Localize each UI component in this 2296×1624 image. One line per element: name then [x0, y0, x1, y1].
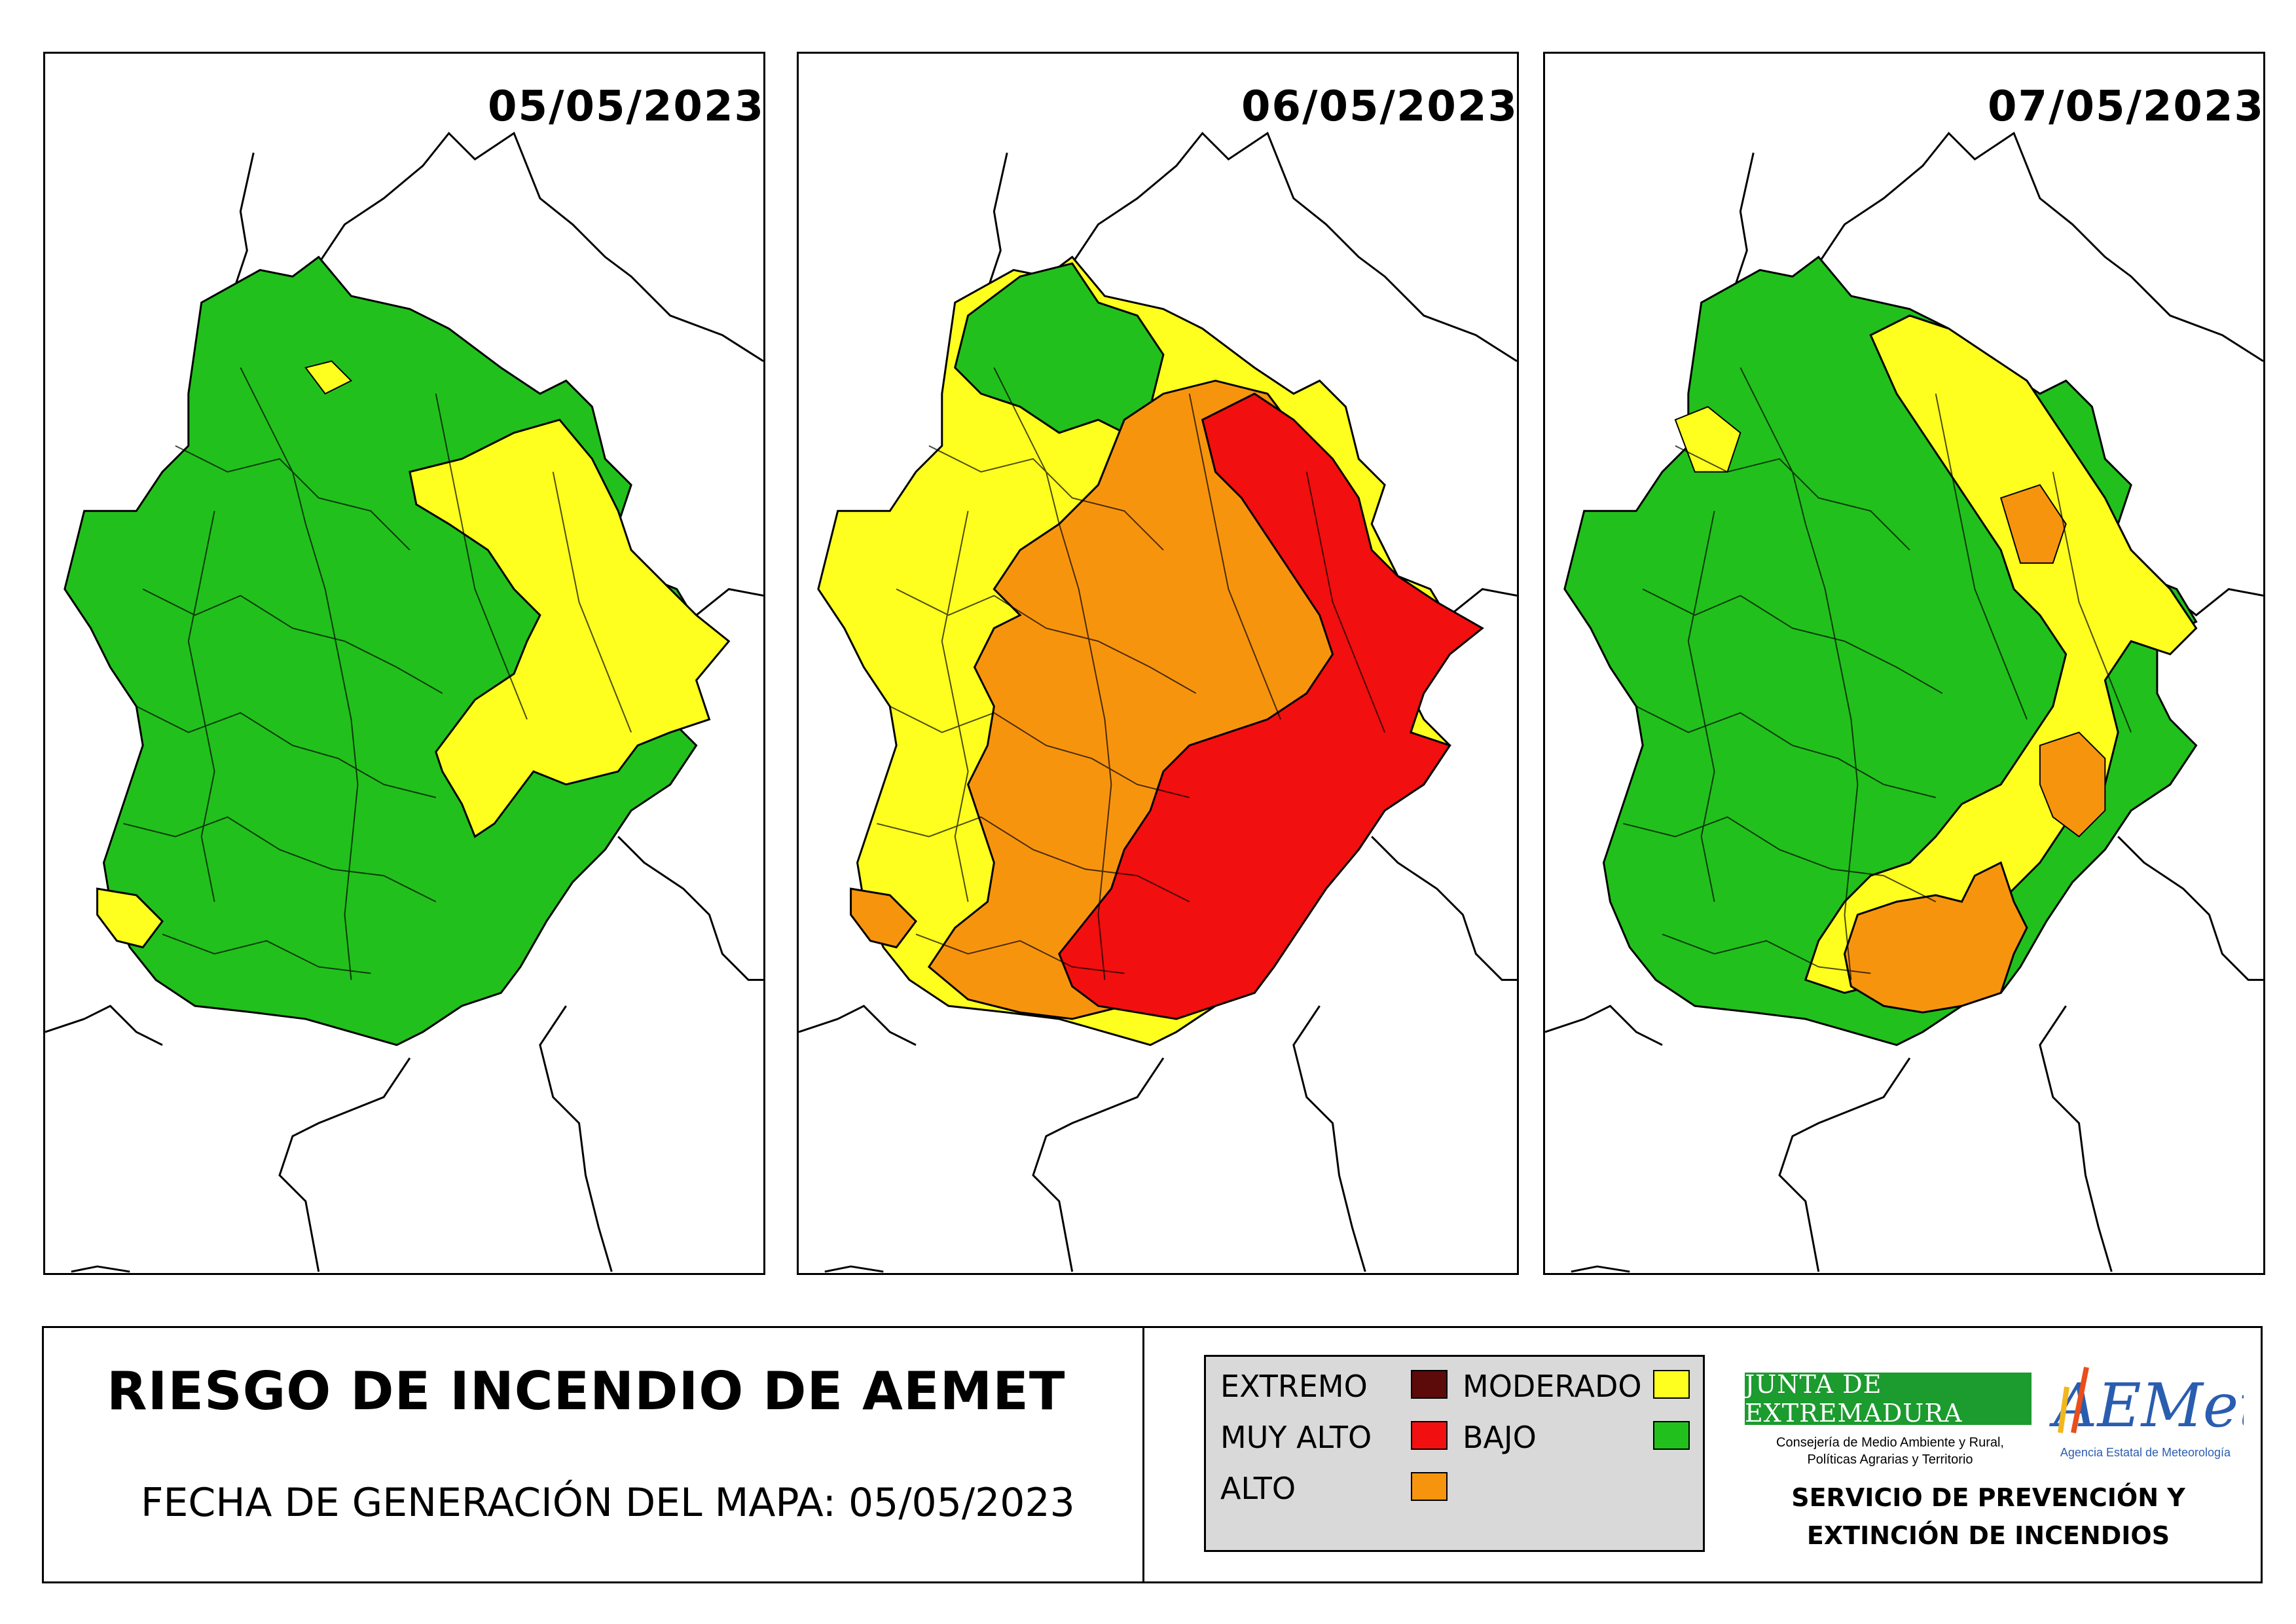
region-alto — [2039, 731, 2106, 838]
aemet-subtitle: Agencia Estatal de Meteorología — [2060, 1446, 2231, 1459]
region-moderado — [1674, 406, 1741, 473]
border-line — [1071, 132, 1517, 362]
legend-label-bajo: BAJO — [1463, 1420, 1537, 1455]
legend-label-alto: ALTO — [1220, 1471, 1296, 1506]
logos: JUNTA DE EXTREMADURA Consejería de Medio… — [1740, 1348, 2244, 1570]
border-line — [1817, 132, 2263, 362]
border-line — [2039, 1005, 2113, 1272]
service-line2: EXTINCIÓN DE INCENDIOS — [1806, 1521, 2170, 1550]
generation-date: FECHA DE GENERACIÓN DEL MAPA: 05/05/2023 — [141, 1480, 1075, 1526]
service-line1: SERVICIO DE PREVENCIÓN Y — [1791, 1483, 2185, 1512]
border-line — [1571, 1265, 1630, 1273]
legend-label-muy-alto: MUY ALTO — [1220, 1420, 1372, 1455]
legend-swatch-bajo — [1653, 1421, 1690, 1450]
region-alto — [850, 887, 917, 949]
fire-risk-map-day1 — [45, 132, 763, 1273]
legend-label-moderado: MODERADO — [1463, 1369, 1642, 1404]
junta-subtitle: Consejería de Medio Ambiente y Rural, Po… — [1740, 1434, 2041, 1468]
junta-extremadura-logo: JUNTA DE EXTREMADURA — [1745, 1370, 2032, 1428]
junta-subtitle-line2: Políticas Agrarias y Territorio — [1807, 1452, 1973, 1467]
map-panel-day2: 06/05/2023 — [797, 52, 1519, 1275]
region-muy-alto — [1058, 392, 1484, 1020]
border-line — [71, 1265, 130, 1273]
legend-swatch-extremo — [1411, 1370, 1448, 1399]
border-line — [617, 836, 763, 981]
junta-subtitle-line1: Consejería de Medio Ambiente y Rural, — [1776, 1435, 2004, 1450]
region-alto — [1843, 861, 2028, 1014]
legend: EXTREMO MUY ALTO ALTO MODERADO BAJO — [1204, 1355, 1705, 1552]
divider — [1142, 1328, 1144, 1581]
border-line — [1032, 1057, 1165, 1272]
legend-swatch-muy-alto — [1411, 1421, 1448, 1450]
legend-swatch-alto — [1411, 1472, 1448, 1501]
border-line — [45, 1005, 163, 1046]
border-line — [799, 1005, 917, 1046]
border-line — [278, 1057, 411, 1272]
map-date-label: 06/05/2023 — [1239, 83, 1517, 131]
map-panel-day3: 07/05/2023 — [1543, 52, 2265, 1275]
info-panel: RIESGO DE INCENDIO DE AEMET FECHA DE GEN… — [42, 1326, 2263, 1583]
region-moderado — [96, 887, 164, 949]
border-line — [1545, 1005, 1663, 1046]
region-alto — [1999, 484, 2067, 564]
border-line — [539, 1005, 613, 1272]
fire-risk-map-day2 — [799, 132, 1517, 1273]
map-panel-day1: 05/05/2023 — [43, 52, 765, 1275]
region-moderado — [409, 418, 731, 838]
map-date-label: 05/05/2023 — [485, 83, 763, 131]
legend-swatch-moderado — [1653, 1370, 1690, 1399]
border-line — [2117, 836, 2263, 981]
legend-label-extremo: EXTREMO — [1220, 1369, 1368, 1404]
border-line — [824, 1265, 884, 1273]
fire-risk-map-day3 — [1545, 132, 2263, 1273]
page-title: RIESGO DE INCENDIO DE AEMET — [107, 1361, 1066, 1422]
border-line — [1292, 1005, 1366, 1272]
border-line — [318, 132, 763, 362]
border-line — [1371, 836, 1517, 981]
map-date-label: 07/05/2023 — [1985, 83, 2263, 131]
aemet-logo: AEMet — [2049, 1367, 2244, 1441]
border-line — [1778, 1057, 1911, 1272]
region-moderado — [304, 360, 353, 395]
service-label: SERVICIO DE PREVENCIÓN Y EXTINCIÓN DE IN… — [1740, 1479, 2237, 1555]
